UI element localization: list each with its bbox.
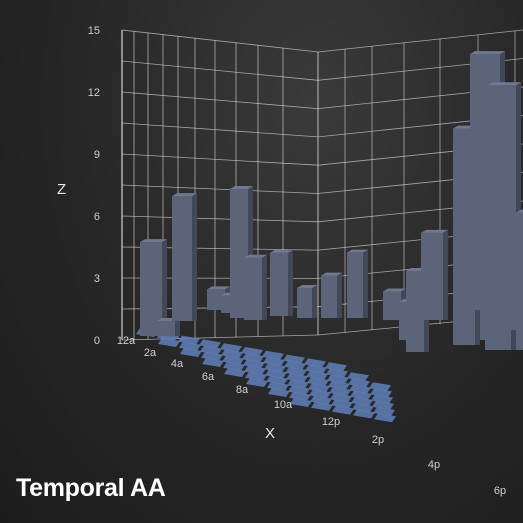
bar-front (244, 257, 262, 320)
x-tick-label: 4p (428, 459, 440, 471)
x-tick-label: 6p (494, 485, 506, 497)
bar-side (248, 186, 253, 318)
floor-tile (290, 398, 312, 407)
x-tick-label: 12a (117, 335, 136, 347)
floor-tile (224, 368, 246, 377)
bar (321, 272, 342, 318)
bar (140, 239, 167, 336)
bar-side (516, 82, 521, 330)
z-axis-ticks: 0 3 6 9 12 15 (88, 25, 100, 347)
bar-top (140, 239, 167, 243)
bar-top (270, 249, 293, 253)
bar-front (421, 232, 443, 320)
bar-top (347, 249, 368, 253)
render-mode-label: Temporal AA (16, 474, 166, 502)
grid-line (317, 29, 523, 53)
z-tick-label: 15 (88, 25, 100, 37)
bar (230, 186, 253, 318)
x-tick-label: 12p (322, 416, 340, 428)
bar-top (321, 272, 342, 276)
z-tick-label: 9 (94, 149, 100, 161)
x-tick-label: 4a (171, 358, 184, 370)
bar-top (516, 209, 523, 213)
bar-side (175, 317, 180, 336)
x-tick-label: 10a (274, 399, 293, 411)
grid-line (121, 60, 319, 81)
grid-line (121, 153, 319, 166)
bar-front (488, 85, 516, 330)
bar (516, 209, 523, 350)
bar-top (488, 82, 521, 86)
bar-side (443, 229, 448, 320)
bar-side (162, 239, 167, 336)
z-tick-label: 6 (94, 211, 100, 223)
bar (421, 229, 448, 320)
bar (270, 249, 293, 316)
bar-front (230, 189, 248, 318)
grid-line (121, 29, 319, 53)
bar (488, 82, 521, 330)
z-axis-title: Z (57, 181, 66, 198)
bar (297, 284, 317, 318)
bar-front (207, 289, 225, 310)
bar-top (383, 288, 406, 292)
bar-side (363, 249, 368, 318)
grid-line (121, 91, 319, 109)
z-tick-label: 12 (88, 87, 100, 99)
bar-front (347, 252, 363, 318)
x-tick-label: 6a (202, 371, 215, 383)
grid-line (121, 122, 319, 138)
z-tick-label: 0 (94, 335, 100, 347)
floor-tile (246, 378, 268, 387)
bar-front (297, 287, 312, 318)
bar-top (297, 284, 317, 288)
bar-front (172, 196, 192, 321)
x-tick-label: 2a (144, 347, 157, 359)
floor-tile (268, 388, 290, 397)
bar-front (453, 128, 475, 345)
floor-tile (353, 409, 375, 419)
grid-line (121, 334, 319, 341)
bar (347, 249, 368, 318)
x-axis-ticks: 12a 2a 4a 6a 8a 10a 12p 2p 4p 6p (117, 335, 506, 497)
floor-tile (311, 401, 333, 411)
chart-bars (140, 51, 523, 352)
x-tick-label: 2p (372, 434, 384, 446)
floor-tile (374, 413, 396, 423)
grid-line (121, 215, 319, 223)
bar-top (470, 51, 505, 55)
bar-front (140, 242, 162, 336)
floor-tile (332, 405, 354, 415)
floor-tile (158, 338, 180, 347)
bar (244, 254, 267, 320)
bar-front (383, 291, 401, 320)
bar-front (270, 252, 288, 316)
bar-side (312, 284, 317, 318)
x-axis-title: X (265, 425, 275, 442)
bar-front (516, 212, 523, 350)
bar-side (288, 249, 293, 316)
chart-floor (136, 328, 396, 423)
bar-top (172, 193, 197, 197)
z-tick-label: 3 (94, 273, 100, 285)
bar-top (230, 186, 253, 190)
bar-side (192, 193, 197, 321)
bar-side (337, 272, 342, 318)
bar-top (421, 229, 448, 233)
x-tick-label: 8a (236, 384, 249, 396)
floor-tile (180, 348, 202, 357)
bar-front (321, 275, 337, 318)
bar-top (244, 254, 267, 258)
bar-front (406, 271, 424, 352)
grid-line (121, 184, 319, 194)
floor-tile (202, 358, 224, 367)
bar (172, 193, 197, 321)
bar-top (207, 286, 230, 290)
bar-front (157, 320, 175, 336)
bar-side (262, 254, 267, 320)
